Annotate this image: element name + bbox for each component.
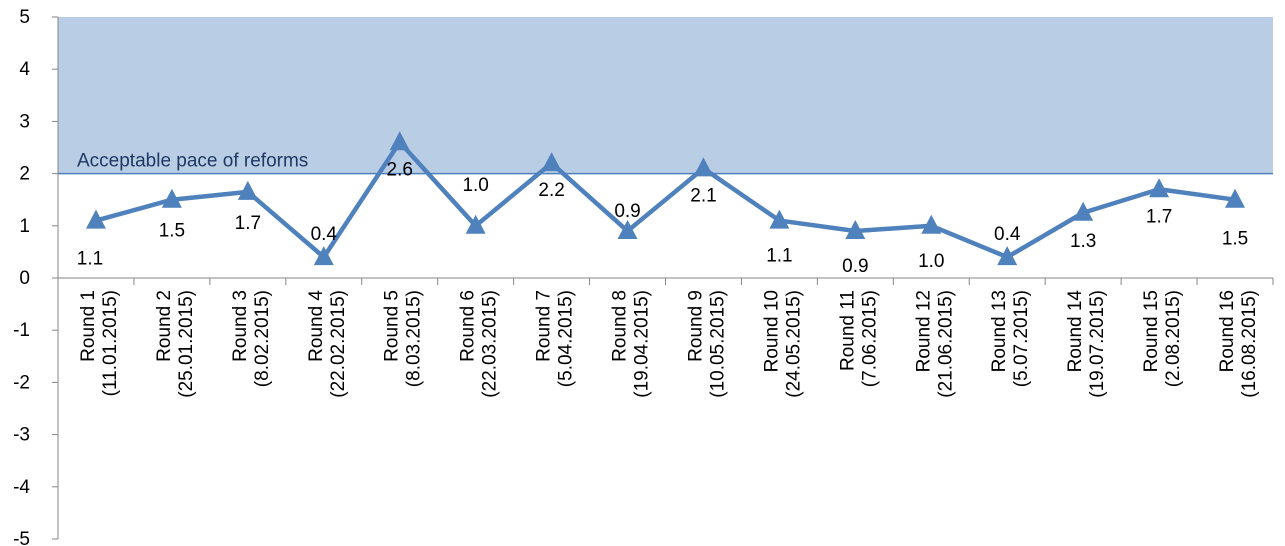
x-category-label: Round 2(25.01.2015) <box>154 290 197 398</box>
x-category-label: Round 14(19.07.2015) <box>1065 290 1108 398</box>
data-point-marker <box>617 220 638 240</box>
category-round: Round 4 <box>306 290 327 362</box>
data-point-marker <box>769 209 790 229</box>
x-category-label: Round 8(19.04.2015) <box>610 290 653 398</box>
y-tick-label: 3 <box>19 111 30 132</box>
category-date: (5.04.2015) <box>556 290 577 387</box>
y-tick-label: 1 <box>19 216 30 237</box>
category-round: Round 3 <box>230 290 251 362</box>
x-category-label: Round 9(10.05.2015) <box>685 290 728 398</box>
category-date: (10.05.2015) <box>707 290 728 398</box>
category-round: Round 5 <box>382 290 403 362</box>
category-round: Round 16 <box>1217 290 1238 372</box>
category-round: Round 13 <box>989 290 1010 372</box>
data-point-marker <box>1225 188 1246 208</box>
data-point-marker <box>693 157 714 177</box>
y-tick-label: 2 <box>19 164 30 185</box>
data-label: 1.1 <box>77 249 103 270</box>
data-label: 2.1 <box>690 185 716 206</box>
x-category-label: Round 5(8.03.2015) <box>382 290 425 387</box>
data-label: 1.7 <box>1146 206 1172 227</box>
data-point-marker <box>389 131 410 151</box>
data-label: 1.3 <box>1070 231 1096 252</box>
data-label: 0.9 <box>842 256 868 277</box>
category-date: (21.06.2015) <box>935 290 956 398</box>
data-label: 0.4 <box>994 224 1021 245</box>
data-label: 1.1 <box>766 246 792 267</box>
y-tick-label: -3 <box>13 425 30 446</box>
data-label: 0.4 <box>311 224 338 245</box>
category-date: (22.02.2015) <box>328 290 349 398</box>
category-date: (7.06.2015) <box>859 290 880 387</box>
x-category-label: Round 12(21.06.2015) <box>913 290 956 398</box>
data-label: 1.5 <box>159 221 185 242</box>
y-tick-label: 4 <box>19 59 30 80</box>
category-round: Round 9 <box>685 290 706 362</box>
x-category-label: Round 3(8.02.2015) <box>230 290 273 387</box>
x-category-label: Round 16(16.08.2015) <box>1217 290 1260 398</box>
category-date: (19.04.2015) <box>632 290 653 398</box>
data-label: 0.9 <box>614 201 640 222</box>
y-tick-label: 5 <box>19 7 30 28</box>
category-date: (22.03.2015) <box>480 290 501 398</box>
y-tick-label: -4 <box>13 477 30 498</box>
acceptable-band <box>58 17 1273 174</box>
category-date: (2.08.2015) <box>1163 290 1184 387</box>
data-label: 1.0 <box>462 175 488 196</box>
category-round: Round 15 <box>1141 290 1162 372</box>
data-label: 2.6 <box>387 159 413 180</box>
data-label: 1.0 <box>918 251 944 272</box>
data-point-marker <box>1149 178 1170 198</box>
y-tick-label: -1 <box>13 320 30 341</box>
y-tick-label: 0 <box>19 268 30 289</box>
data-point-marker <box>237 180 258 200</box>
data-point-marker <box>541 152 562 172</box>
x-category-label: Round 6(22.03.2015) <box>458 290 501 398</box>
band-label: Acceptable pace of reforms <box>77 151 308 172</box>
x-category-label: Round 7(5.04.2015) <box>534 290 577 387</box>
category-date: (11.01.2015) <box>100 290 121 396</box>
category-date: (19.07.2015) <box>1087 290 1108 398</box>
category-date: (8.03.2015) <box>404 290 425 387</box>
data-point-marker <box>85 209 106 229</box>
category-round: Round 1 <box>78 290 99 362</box>
data-point-marker <box>921 214 942 234</box>
category-date: (16.08.2015) <box>1239 290 1260 398</box>
category-date: (25.01.2015) <box>176 290 197 398</box>
x-category-label: Round 13(5.07.2015) <box>989 290 1032 387</box>
y-tick-label: -2 <box>13 372 30 393</box>
category-round: Round 11 <box>837 290 858 371</box>
data-label: 1.5 <box>1222 229 1248 250</box>
data-point-marker <box>1073 201 1094 221</box>
x-category-label: Round 4(22.02.2015) <box>306 290 349 398</box>
data-point-marker <box>161 188 182 208</box>
category-round: Round 12 <box>913 290 934 372</box>
category-round: Round 10 <box>761 290 782 372</box>
data-point-marker <box>845 220 866 240</box>
series-line <box>93 140 1238 260</box>
data-point-marker <box>313 246 334 266</box>
category-date: (5.07.2015) <box>1011 290 1032 387</box>
y-tick-label: -5 <box>13 529 30 546</box>
x-category-label: Round 10(24.05.2015) <box>761 290 804 398</box>
data-point-marker <box>465 214 486 234</box>
x-category-label: Round 15(2.08.2015) <box>1141 290 1184 387</box>
category-round: Round 6 <box>458 290 479 362</box>
category-round: Round 14 <box>1065 290 1086 373</box>
category-date: (24.05.2015) <box>783 290 804 398</box>
x-category-label: Round 11(7.06.2015) <box>837 290 880 387</box>
data-label: 1.7 <box>235 213 261 234</box>
data-label: 2.2 <box>538 180 564 201</box>
category-round: Round 2 <box>154 290 175 362</box>
category-date: (8.02.2015) <box>252 290 273 387</box>
category-round: Round 7 <box>534 290 555 362</box>
x-category-label: Round 1(11.01.2015) <box>78 290 121 396</box>
category-round: Round 8 <box>610 290 631 362</box>
data-point-marker <box>997 246 1018 266</box>
